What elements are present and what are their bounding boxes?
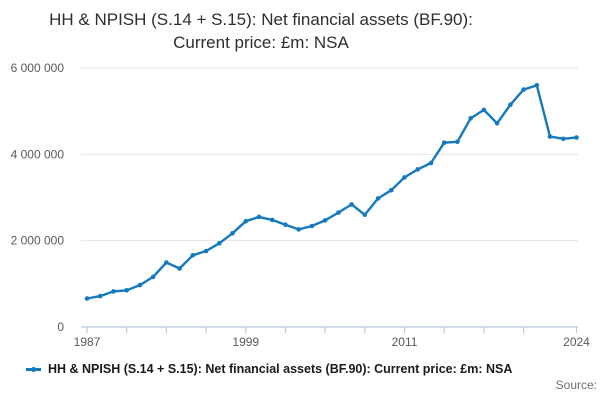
data-point bbox=[322, 218, 328, 223]
data-point bbox=[402, 175, 407, 180]
data-point bbox=[203, 248, 209, 254]
data-point bbox=[428, 160, 434, 166]
data-point bbox=[111, 289, 116, 294]
data-point bbox=[177, 266, 182, 271]
data-point bbox=[521, 87, 526, 92]
line-chart: 0 2 000 000 4 000 000 6 000 000 1987 1999 2011… bbox=[11, 61, 591, 349]
y-axis-tick-label: 6 000 000 bbox=[11, 61, 65, 75]
legend: HH & NPISH (S.14 + S.15): Net financial … bbox=[26, 361, 596, 377]
data-point bbox=[336, 210, 341, 215]
data-point bbox=[124, 288, 129, 293]
chart-title: HH & NPISH (S.14 + S.15): Net financial … bbox=[0, 8, 522, 54]
x-axis-tick-label: 1987 bbox=[74, 335, 101, 349]
source-label: Source: bbox=[555, 378, 597, 392]
data-point bbox=[217, 241, 222, 246]
legend-dot-icon bbox=[31, 366, 36, 372]
data-point bbox=[481, 107, 487, 113]
data-point bbox=[164, 260, 169, 265]
data-point bbox=[574, 135, 579, 140]
x-axis-tick-label: 2024 bbox=[563, 335, 590, 349]
data-point bbox=[230, 231, 235, 236]
x-axis-tick-label: 1999 bbox=[232, 335, 259, 349]
y-axis-tick-label: 2 000 000 bbox=[11, 234, 65, 248]
data-point bbox=[256, 214, 262, 220]
data-point bbox=[137, 282, 143, 288]
data-point bbox=[561, 136, 566, 142]
data-point bbox=[494, 121, 500, 126]
data-point bbox=[547, 134, 553, 139]
data-point bbox=[349, 202, 354, 207]
x-axis-tick-label: 2011 bbox=[392, 335, 418, 349]
data-point bbox=[190, 253, 196, 258]
y-axis-tick-label: 4 000 000 bbox=[11, 147, 65, 161]
data-point bbox=[534, 83, 540, 88]
chart-title-line2: Current price: £m: NSA bbox=[173, 33, 349, 52]
data-point bbox=[468, 116, 474, 121]
legend-label: HH & NPISH (S.14 + S.15): Net financial … bbox=[48, 362, 513, 376]
data-point bbox=[296, 227, 302, 232]
data-point bbox=[415, 167, 421, 172]
data-point bbox=[150, 274, 156, 280]
legend-line-marker bbox=[26, 365, 41, 374]
data-point bbox=[508, 102, 513, 107]
data-point bbox=[362, 212, 368, 218]
data-point bbox=[283, 222, 288, 227]
data-point bbox=[309, 223, 315, 229]
y-axis-tick-label: 0 bbox=[57, 320, 64, 334]
data-point bbox=[97, 293, 103, 299]
chart-title-line1: HH & NPISH (S.14 + S.15): Net financial … bbox=[49, 10, 473, 29]
data-point bbox=[441, 140, 447, 145]
data-line bbox=[85, 84, 578, 300]
data-point bbox=[455, 139, 460, 145]
data-point bbox=[269, 217, 275, 223]
data-point bbox=[243, 218, 249, 224]
data-point bbox=[375, 196, 381, 201]
data-point bbox=[389, 187, 394, 193]
data-point bbox=[84, 296, 90, 301]
